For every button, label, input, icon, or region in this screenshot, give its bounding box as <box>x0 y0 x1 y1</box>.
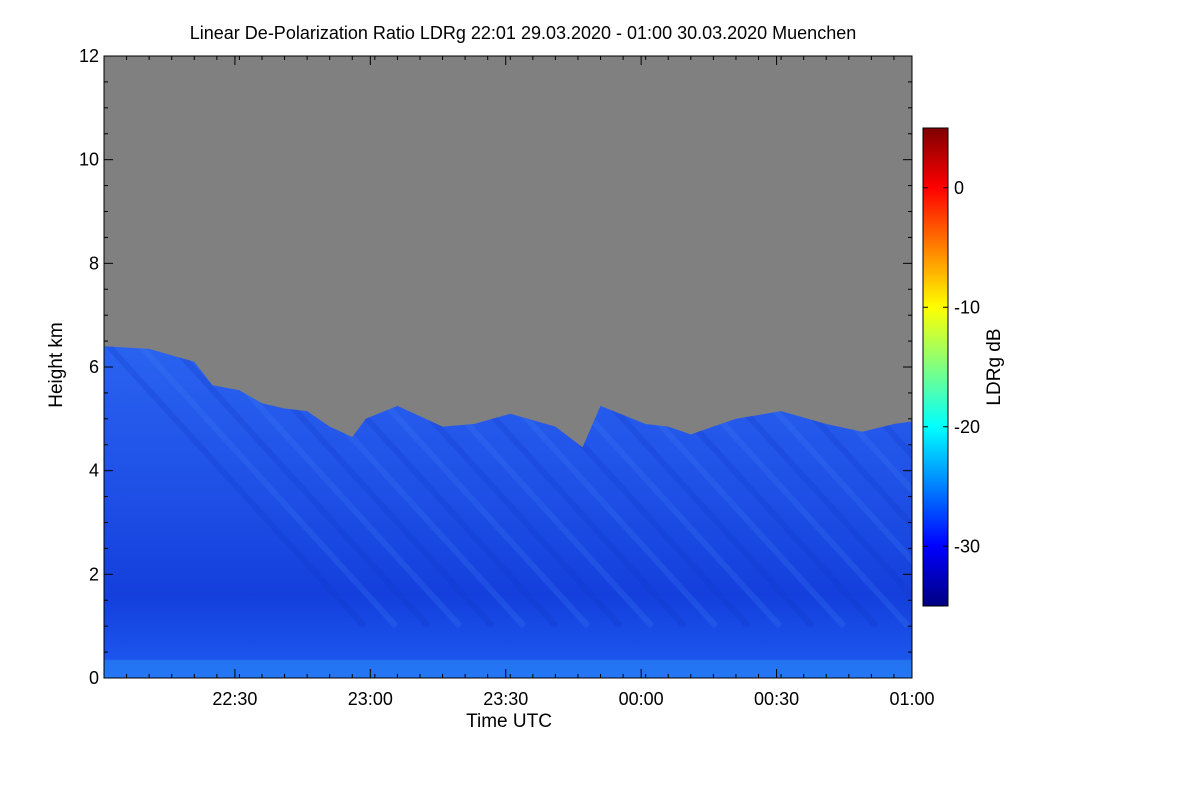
signal-streak <box>936 341 1196 626</box>
colorbar-tick-label: 0 <box>954 178 964 198</box>
signal-streak <box>165 346 431 629</box>
x-axis-title: Time UTC <box>466 711 552 732</box>
y-tick-label: 10 <box>79 150 99 170</box>
near-ground-band <box>104 659 912 678</box>
chart-title: Linear De-Polarization Ratio LDRg 22:01 … <box>190 23 856 43</box>
x-tick-label: 00:00 <box>619 689 664 709</box>
y-tick-label: 12 <box>79 46 99 66</box>
colorbar-tick-label: -30 <box>954 536 980 556</box>
colorbar-tick-label: -20 <box>954 417 980 437</box>
colorbar-gradient <box>922 127 949 607</box>
y-tick-label: 2 <box>89 564 99 584</box>
x-tick-label: 22:30 <box>212 689 257 709</box>
y-tick-label: 8 <box>89 253 99 273</box>
colorbar-title: LDRg dB <box>984 328 1005 405</box>
colorbar-tick-label: -10 <box>954 297 980 317</box>
x-tick-label: 23:30 <box>483 689 528 709</box>
x-tick-label: 23:00 <box>348 689 393 709</box>
x-tick-label: 00:30 <box>754 689 799 709</box>
colorbar-ticks: 0 -10 -20 -30 <box>923 178 980 556</box>
ldr-signal-region <box>104 346 912 678</box>
y-axis: 0 2 4 6 8 10 12 <box>79 46 912 688</box>
y-axis-title: Height km <box>46 322 67 408</box>
y-tick-label: 6 <box>89 357 99 377</box>
signal-streak <box>104 346 367 629</box>
signal-streak <box>133 346 399 629</box>
x-axis: 22:30 23:00 23:30 00:00 00:30 01:00 <box>103 56 935 709</box>
colorbar: 0 -10 -20 -30 LDRg dB <box>922 127 1005 607</box>
y-tick-label: 0 <box>89 668 99 688</box>
y-tick-label: 4 <box>89 461 99 481</box>
x-tick-label: 01:00 <box>889 689 934 709</box>
plot-area <box>103 55 1196 679</box>
